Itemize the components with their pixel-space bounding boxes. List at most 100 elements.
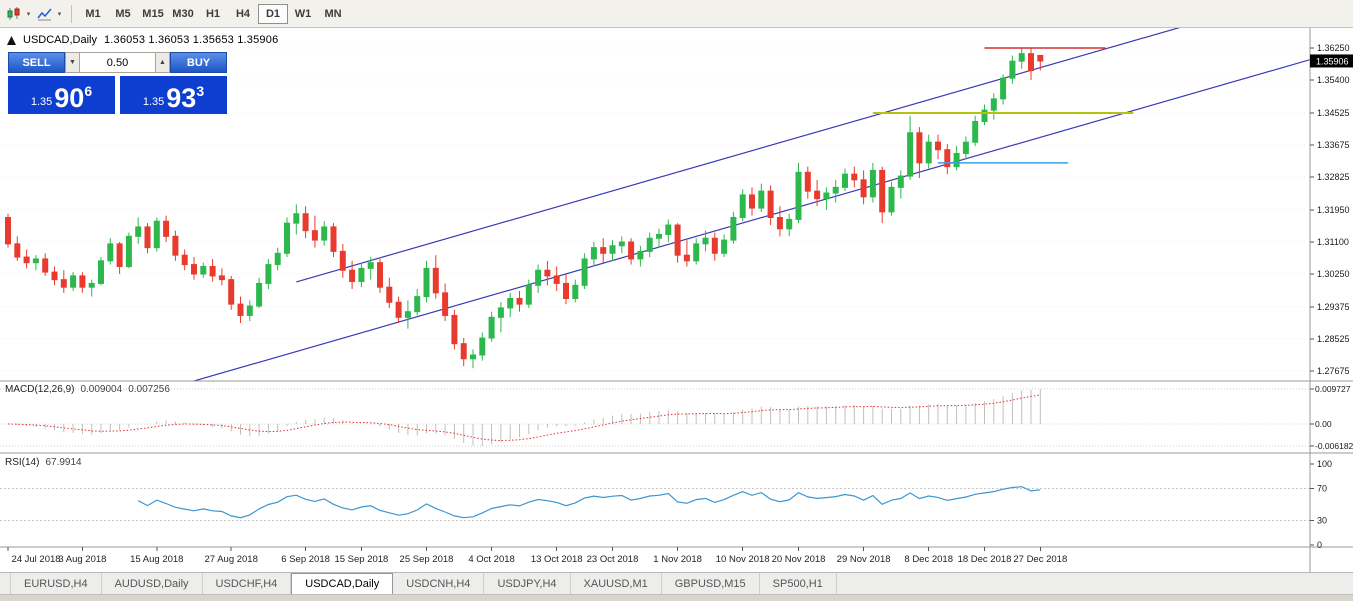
candle xyxy=(42,253,49,276)
rsi-axis-label: 0 xyxy=(1317,540,1322,550)
candle xyxy=(851,166,858,188)
candle xyxy=(218,268,225,286)
candle xyxy=(758,183,765,212)
macd-signal-line xyxy=(7,394,1041,442)
chart-background xyxy=(0,28,1353,572)
candle-body xyxy=(51,271,58,281)
timeframe-button-d1[interactable]: D1 xyxy=(258,3,288,24)
candle xyxy=(981,104,988,126)
timeframe-button-m30[interactable]: M30 xyxy=(168,4,198,24)
candle-body xyxy=(618,241,625,247)
candle xyxy=(907,115,914,180)
candle-body xyxy=(795,171,802,220)
chart-type-dropdown-caret[interactable]: ▾ xyxy=(26,10,31,18)
indicators-dropdown-caret[interactable]: ▾ xyxy=(57,10,62,18)
channel-upper-trendline[interactable] xyxy=(296,28,1310,283)
lot-decrease-button[interactable]: ▼ xyxy=(65,52,80,73)
candle xyxy=(153,217,160,252)
price-axis-label: 1.29375 xyxy=(1317,302,1350,312)
candle-body xyxy=(23,256,30,264)
candle xyxy=(683,240,690,267)
price-axis-column[interactable] xyxy=(1310,28,1353,572)
candle xyxy=(395,296,402,323)
chart-tab-usdjpy-h4[interactable]: USDJPY,H4 xyxy=(484,573,571,594)
time-axis-label: 6 Sep 2018 xyxy=(281,554,330,565)
candle xyxy=(869,162,876,203)
candle-body xyxy=(330,226,337,252)
price-axis-label: 1.30250 xyxy=(1317,269,1350,279)
candle xyxy=(609,240,616,261)
chart-tab-xauusd-m1[interactable]: XAUUSD,M1 xyxy=(571,573,662,594)
candle-body xyxy=(935,141,941,151)
chart-type-button[interactable] xyxy=(3,3,23,25)
candle xyxy=(962,136,969,160)
candle-body xyxy=(842,173,848,188)
chart-tab-audusd-daily[interactable]: AUDUSD,Daily xyxy=(102,573,203,594)
price-axis-label: 1.32825 xyxy=(1317,172,1350,182)
candle-body xyxy=(116,243,123,267)
candle-body xyxy=(479,337,486,356)
candle-body xyxy=(172,235,179,256)
candle-body xyxy=(367,262,374,269)
chart-tab-usdcnh-h4[interactable]: USDCNH,H4 xyxy=(393,573,485,594)
buy-button[interactable]: BUY xyxy=(170,52,227,73)
macd-axis-label: -0.006182 xyxy=(1315,441,1353,451)
timeframe-button-m15[interactable]: M15 xyxy=(138,4,168,24)
candle-body xyxy=(395,301,402,318)
time-axis-label: 18 Dec 2018 xyxy=(958,554,1012,565)
sell-button[interactable]: SELL xyxy=(8,52,65,73)
timeframe-button-h1[interactable]: H1 xyxy=(198,4,228,24)
candle-body xyxy=(851,173,858,181)
candle xyxy=(739,189,746,222)
indicators-button[interactable] xyxy=(34,3,54,25)
candle xyxy=(330,223,337,258)
chart-tab-usdcad-daily[interactable]: USDCAD,Daily xyxy=(291,573,394,594)
lot-increase-button[interactable]: ▲ xyxy=(155,52,170,73)
timeframe-button-w1[interactable]: W1 xyxy=(288,4,318,24)
chart-canvas[interactable]: 1.36250 1.35400 1.34525 1.33675 1.32825 1.319… xyxy=(0,28,1353,572)
chart-tab-usdchf-h4[interactable]: USDCHF,H4 xyxy=(203,573,292,594)
macd-layer xyxy=(0,388,1310,447)
candle-body xyxy=(814,190,821,200)
candle-body xyxy=(637,250,644,260)
candle-body xyxy=(702,237,709,245)
chart-tab-eurusd-h4[interactable]: EURUSD,H4 xyxy=(10,573,102,594)
lot-size-input[interactable] xyxy=(80,52,155,73)
candle xyxy=(311,215,318,248)
timeframe-button-m5[interactable]: M5 xyxy=(108,4,138,24)
candle xyxy=(916,127,923,178)
chart-tabs-bar: EURUSD,H4 AUDUSD,Daily USDCHF,H4 USDCAD,Dai… xyxy=(0,572,1353,594)
candle xyxy=(274,247,281,271)
candle-body xyxy=(981,109,988,122)
candle-body xyxy=(739,194,746,219)
sell-price-display[interactable]: 1.35 90 6 xyxy=(8,76,115,114)
candle xyxy=(191,257,197,280)
candle-body xyxy=(488,316,495,339)
candle xyxy=(60,270,67,293)
timeframe-button-m1[interactable]: M1 xyxy=(78,4,108,24)
candle xyxy=(339,243,346,278)
candle-body xyxy=(535,269,542,286)
candle-body xyxy=(749,194,755,209)
timeframe-button-h4[interactable]: H4 xyxy=(228,4,258,24)
candle xyxy=(795,162,802,224)
buy-price-display[interactable]: 1.35 93 3 xyxy=(120,76,227,114)
line-chart-icon xyxy=(36,7,52,20)
rsi-layer xyxy=(0,486,1310,522)
candle-body xyxy=(265,264,272,284)
toolbar: ▾ ▾ M1 M5 M15 M30 H1 H4 D1 W1 MN xyxy=(0,0,1353,28)
chart-tab-gbpusd-m15[interactable]: GBPUSD,M15 xyxy=(662,573,760,594)
candle xyxy=(702,230,709,252)
time-axis-label: 24 Jul 2018 xyxy=(11,554,60,565)
candle xyxy=(581,253,588,290)
candle-body xyxy=(386,286,393,303)
chart-tab-sp500-h1[interactable]: SP500,H1 xyxy=(760,573,837,594)
candle xyxy=(237,296,244,323)
candle-body xyxy=(451,314,458,345)
candle xyxy=(414,289,421,316)
candle-body xyxy=(944,149,951,168)
timeframe-button-mn[interactable]: MN xyxy=(318,4,348,24)
sell-price-prefix: 1.35 xyxy=(30,96,53,108)
candle-body xyxy=(32,258,39,264)
candle xyxy=(656,228,662,248)
